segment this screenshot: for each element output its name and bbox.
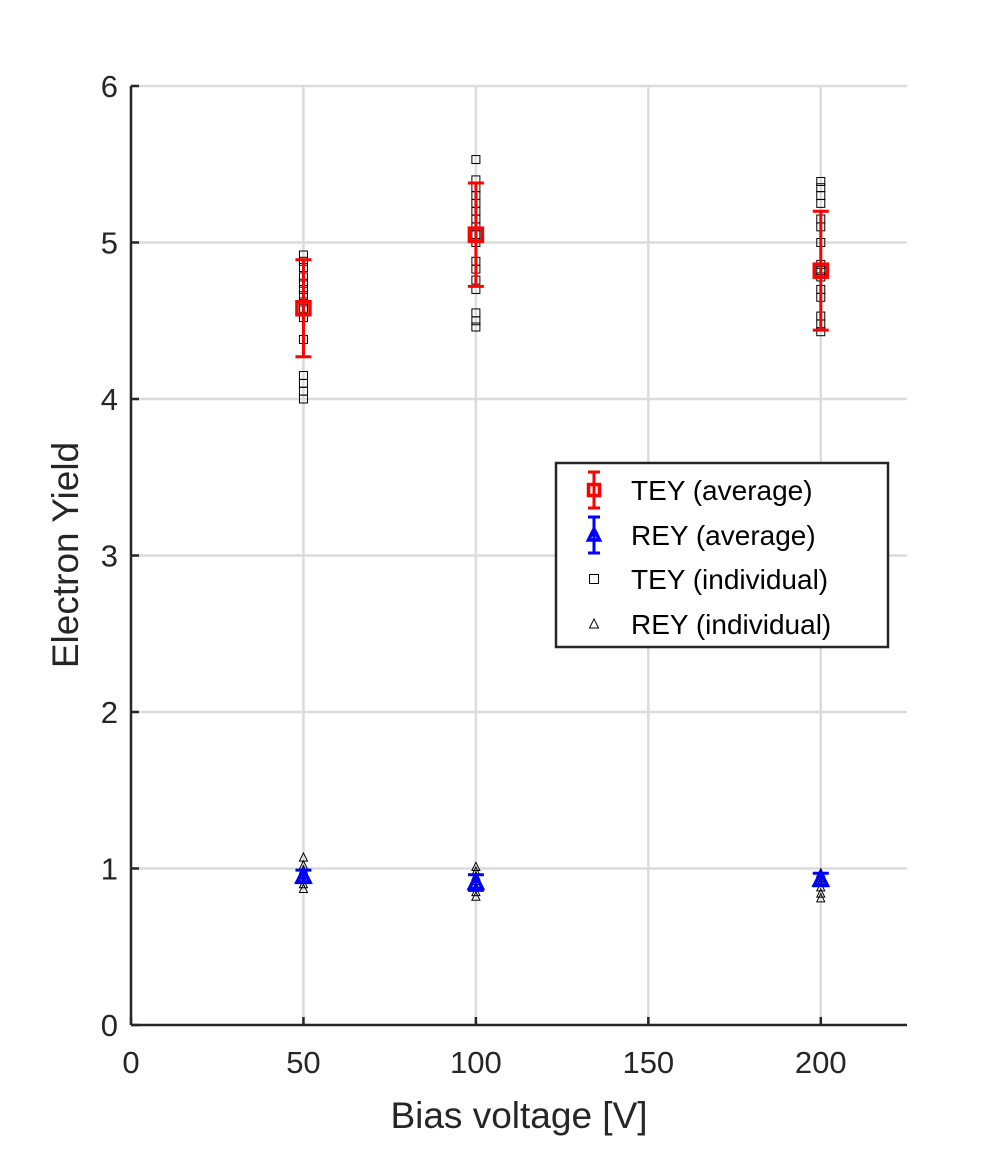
legend-marker bbox=[585, 525, 603, 542]
y-tick-label: 5 bbox=[101, 226, 118, 261]
x-axis-label: Bias voltage [V] bbox=[390, 1095, 647, 1136]
x-tick-label: 200 bbox=[795, 1045, 847, 1080]
data-point bbox=[815, 892, 826, 903]
legend-label: REY (individual) bbox=[631, 609, 831, 640]
data-point bbox=[471, 322, 481, 332]
series-rey-average bbox=[294, 865, 831, 892]
series-tey-average bbox=[295, 181, 830, 359]
data-marks bbox=[294, 155, 831, 903]
legend-marker bbox=[586, 482, 602, 498]
data-point bbox=[467, 226, 485, 243]
legend-marker bbox=[588, 617, 600, 629]
legend-label: REY (average) bbox=[631, 520, 816, 551]
data-point bbox=[812, 262, 830, 279]
data-point bbox=[471, 861, 481, 872]
y-tick-label: 6 bbox=[101, 69, 118, 104]
x-tick-label: 100 bbox=[450, 1045, 502, 1080]
y-tick-label: 2 bbox=[101, 695, 118, 730]
legend-label: TEY (individual) bbox=[631, 564, 828, 595]
y-tick-label: 4 bbox=[101, 382, 118, 417]
data-point bbox=[816, 183, 826, 193]
y-axis-label: Electron Yield bbox=[45, 442, 86, 668]
data-point bbox=[466, 871, 486, 891]
legend-box bbox=[554, 461, 890, 649]
x-tick-label: 50 bbox=[286, 1045, 320, 1080]
data-point bbox=[295, 299, 312, 317]
data-point bbox=[298, 883, 309, 893]
data-point bbox=[471, 308, 481, 318]
y-tick-label: 1 bbox=[101, 852, 118, 887]
data-point bbox=[816, 176, 826, 186]
y-tick-label: 0 bbox=[101, 1008, 118, 1043]
x-tick-label: 0 bbox=[122, 1045, 139, 1080]
data-point bbox=[471, 155, 481, 165]
data-point bbox=[811, 868, 831, 888]
legend: TEY (average) REY (average) TEY (individua… bbox=[554, 461, 890, 649]
data-point bbox=[294, 865, 313, 884]
data-point bbox=[298, 371, 308, 381]
data-point bbox=[471, 890, 481, 901]
y-tick-label: 3 bbox=[101, 539, 118, 574]
legend-marker bbox=[589, 574, 599, 584]
data-point bbox=[298, 851, 309, 862]
legend-label: TEY (average) bbox=[631, 475, 813, 506]
ticks: 0 50 100 150 200 0 1 2 3 4 5 6 bbox=[101, 69, 847, 1080]
data-point bbox=[815, 887, 826, 898]
x-tick-label: 150 bbox=[622, 1045, 674, 1080]
